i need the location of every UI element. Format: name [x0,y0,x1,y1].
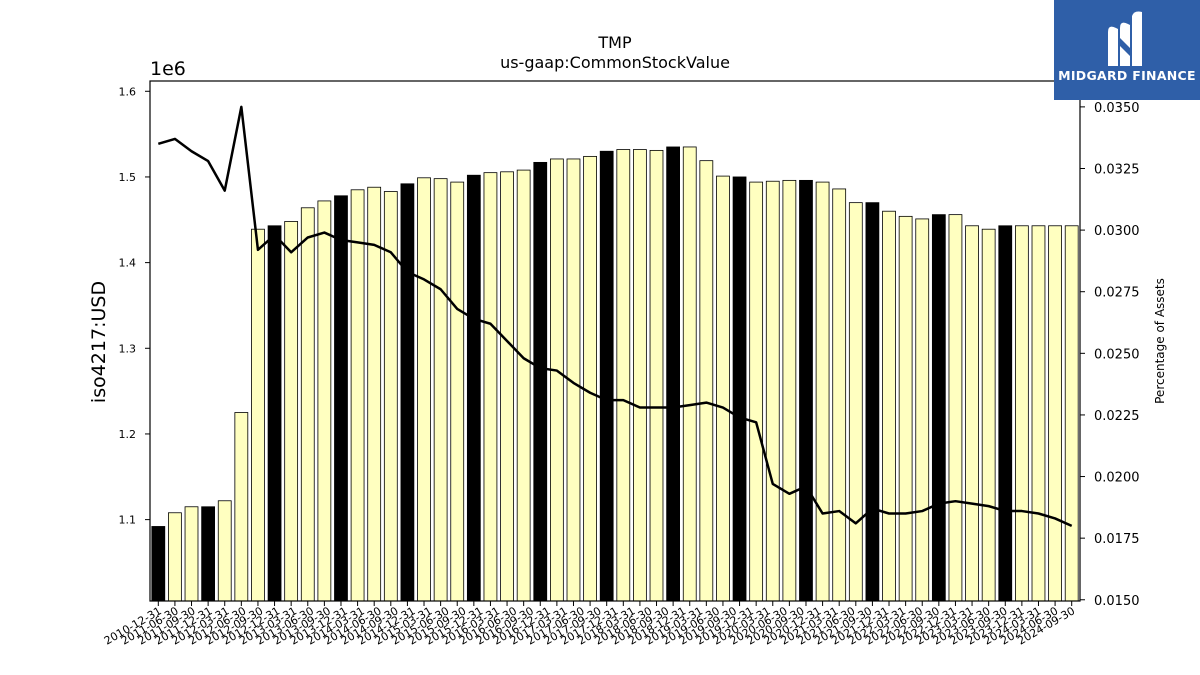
y2-tick-label: 0.0300 [1094,224,1140,239]
plot-frame [149,80,1081,602]
bar [234,412,249,602]
bar [1048,225,1062,602]
bar [616,149,631,602]
bar [267,225,282,602]
bar [782,179,797,602]
bar [417,177,431,602]
bar [1031,225,1046,602]
y2-tick-label: 0.0275 [1094,286,1140,301]
y2-tick-label: 0.0150 [1094,594,1140,609]
bar [350,189,365,602]
bar [500,171,514,602]
bar [1064,225,1079,602]
bar [599,150,614,602]
bar [334,195,348,602]
y-tick-label: 1.1 [119,514,137,527]
bar [168,512,182,602]
bar [533,161,548,602]
bar [882,210,896,602]
percentage-line [157,105,1073,527]
y2-tick-label: 0.0175 [1094,532,1140,547]
bar [151,526,166,602]
bar [317,200,332,602]
bar [749,181,764,602]
bar [217,500,232,602]
midgard-logo-icon [1108,11,1142,67]
chart-subtitle: us-gaap:CommonStockValue [500,53,730,72]
y2-tick-label: 0.0325 [1094,162,1140,177]
y-axis-multiplier: 1e6 [150,58,186,80]
bar [998,225,1013,602]
y2-tick-label: 0.0200 [1094,471,1140,486]
bar [666,146,681,602]
chart-title: TMP [597,33,632,52]
watermark-logo: MIDGARD FINANCE [1054,0,1200,100]
bar [583,155,597,602]
bar [765,180,780,602]
bar [483,172,498,602]
bar [433,178,448,602]
bar [184,506,199,602]
line-layer [157,105,1073,527]
bar [965,225,979,602]
y-tick-label: 1.3 [119,342,137,355]
bar [898,215,913,602]
y-tick-label: 1.6 [119,85,137,98]
bar [1015,225,1029,602]
bar [699,160,714,602]
y-axis-label: iso4217:USD [88,281,110,403]
bar [201,506,215,602]
bar [848,202,863,602]
axes-layer: 1.1 1.2 1.3 1.4 1.5 1.6 0.0150 0.0175 0.0200 0.02… [102,80,1140,648]
bar [799,179,813,602]
bar [716,175,730,602]
y-tick-label: 1.2 [119,428,137,441]
bar [649,149,664,602]
bar [815,181,830,602]
watermark-brand-text: MIDGARD FINANCE [1058,68,1196,83]
y2-tick-label: 0.0350 [1094,101,1140,116]
y-tick-label: 1.4 [119,257,137,270]
bar [400,183,415,602]
bar [865,202,880,602]
bar [284,221,299,602]
bar [251,228,265,602]
y2-tick-label: 0.0225 [1094,409,1140,424]
y-tick-label: 1.5 [119,171,137,184]
bar [981,228,996,602]
bar [516,169,531,602]
bar [466,174,481,602]
bar [367,186,382,602]
bar [682,146,697,602]
y2-tick-label: 0.0250 [1094,347,1140,362]
bar [550,158,564,602]
bar [931,214,946,602]
bar [300,207,315,602]
bar [450,181,465,602]
bar [948,214,963,602]
bar [732,176,747,602]
y2-axis-label: Percentage of Assets [1153,278,1167,404]
bars-layer [151,146,1079,602]
bar [832,188,847,602]
bar [915,218,930,602]
bar [633,149,647,602]
